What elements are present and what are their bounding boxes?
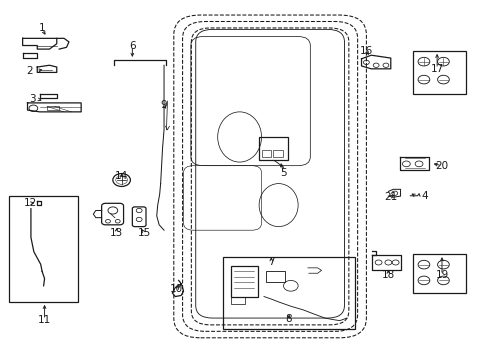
Text: 21: 21 xyxy=(384,192,397,202)
Text: 12: 12 xyxy=(23,198,37,208)
Text: 19: 19 xyxy=(434,270,447,280)
Text: 14: 14 xyxy=(115,171,128,181)
Text: 3: 3 xyxy=(29,94,36,104)
Text: 6: 6 xyxy=(129,41,135,50)
Text: 15: 15 xyxy=(137,228,150,238)
Text: 17: 17 xyxy=(429,64,443,74)
Text: 8: 8 xyxy=(285,314,291,324)
Text: 5: 5 xyxy=(280,168,286,178)
Text: 13: 13 xyxy=(109,228,122,238)
Text: 11: 11 xyxy=(38,315,51,325)
Text: 2: 2 xyxy=(26,66,33,76)
Text: 16: 16 xyxy=(359,46,372,56)
Text: 9: 9 xyxy=(161,100,167,110)
Text: 18: 18 xyxy=(381,270,394,280)
Text: 1: 1 xyxy=(39,23,45,33)
Text: 4: 4 xyxy=(421,191,427,201)
Text: 20: 20 xyxy=(434,161,447,171)
Text: 10: 10 xyxy=(169,284,183,294)
Text: 7: 7 xyxy=(267,257,274,267)
